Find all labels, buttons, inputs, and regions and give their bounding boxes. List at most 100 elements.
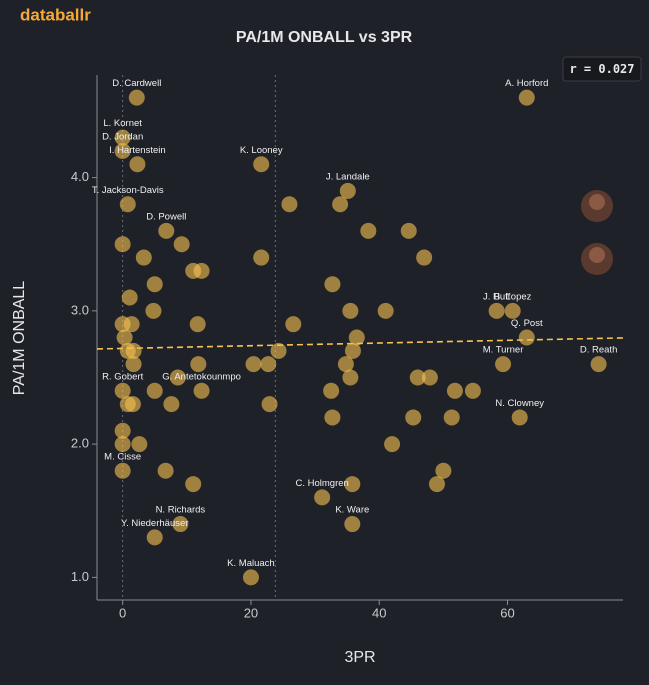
data-point (339, 182, 356, 199)
data-point (409, 369, 426, 386)
point-label: K. Ware (335, 505, 369, 516)
x-tick-label: 40 (372, 605, 386, 620)
data-point (193, 382, 210, 399)
data-point (190, 356, 207, 373)
data-point (173, 236, 190, 253)
data-point (163, 396, 180, 413)
data-point (344, 342, 361, 359)
data-point (169, 369, 186, 386)
point-label: T. Jackson-Davis (92, 185, 164, 196)
data-point (323, 382, 340, 399)
data-point (344, 476, 361, 493)
data-point (128, 89, 145, 106)
data-point (114, 382, 131, 399)
data-point (281, 196, 298, 213)
data-point (324, 409, 341, 426)
data-point (114, 142, 131, 159)
point-label: J. Landale (326, 171, 370, 182)
point-label: J. Huff (483, 291, 511, 302)
y-axis-label: PA/1M ONBALL (11, 281, 28, 396)
player-photo (581, 243, 613, 275)
data-point (146, 382, 163, 399)
y-tick-label: 4.0 (71, 169, 89, 184)
data-point (590, 356, 607, 373)
x-tick-label: 0 (119, 605, 126, 620)
data-point (384, 436, 401, 453)
point-label: Q. Post (511, 318, 543, 329)
data-point (114, 129, 131, 146)
data-point (146, 529, 163, 546)
data-point (129, 156, 146, 173)
point-label: N. Clowney (495, 398, 544, 409)
data-point (332, 196, 349, 213)
point-label: K. Maluach (227, 558, 275, 569)
point-label: A. Horford (505, 78, 548, 89)
point-label: D. Cardwell (112, 78, 161, 89)
data-point (314, 489, 331, 506)
data-point (253, 249, 270, 266)
y-tick-label: 3.0 (71, 302, 89, 317)
data-point (360, 222, 377, 239)
data-point (400, 222, 417, 239)
data-point (158, 222, 175, 239)
y-tick-label: 2.0 (71, 436, 89, 451)
data-point (261, 396, 278, 413)
data-point (428, 476, 445, 493)
data-point (443, 409, 460, 426)
point-label: G. Antetokounmpo (162, 371, 241, 382)
data-point (114, 436, 131, 453)
annotation-box (562, 56, 642, 82)
data-point (416, 249, 433, 266)
data-point (114, 462, 131, 479)
point-label: D. Powell (146, 211, 186, 222)
player-photo (581, 190, 613, 222)
data-point (189, 316, 206, 333)
data-point (337, 356, 354, 373)
data-point (464, 382, 481, 399)
data-point (172, 516, 189, 533)
chart-title: PA/1M ONBALL vs 3PR (236, 29, 413, 46)
data-point (119, 196, 136, 213)
data-point (253, 156, 270, 173)
data-point (124, 396, 141, 413)
data-point (285, 316, 302, 333)
x-tick-label: 60 (500, 605, 514, 620)
data-point (377, 302, 394, 319)
point-label: C. Holmgren (295, 478, 348, 489)
point-label: D. Jordan (102, 131, 143, 142)
point-label: M. Cisse (104, 451, 141, 462)
point-label: L. Kornet (103, 118, 142, 129)
data-point (245, 356, 262, 373)
point-label: Y. Niederhäuser (121, 518, 188, 529)
point-label: M. Turner (483, 345, 524, 356)
brand: databallr (20, 5, 91, 24)
data-point (342, 302, 359, 319)
point-label: N. Richards (156, 505, 206, 516)
annotation: r = 0.027 (569, 62, 634, 76)
data-point (495, 356, 512, 373)
data-point (242, 569, 259, 586)
data-point (135, 249, 152, 266)
x-tick-label: 20 (244, 605, 258, 620)
data-point (342, 369, 359, 386)
data-point (121, 289, 138, 306)
point-label: I. Hartenstein (109, 145, 166, 156)
data-point (157, 462, 174, 479)
data-point (504, 302, 521, 319)
data-point (446, 382, 463, 399)
data-point (116, 329, 133, 346)
point-label: D. Reath (580, 345, 618, 356)
data-point (146, 276, 163, 293)
data-point (511, 409, 528, 426)
point-label: K. Looney (240, 145, 283, 156)
point-label: B. Lopez (494, 291, 532, 302)
data-point (324, 276, 341, 293)
data-point (518, 329, 535, 346)
data-point (518, 89, 535, 106)
data-point (193, 262, 210, 279)
y-tick-label: 1.0 (71, 569, 89, 584)
data-point (421, 369, 438, 386)
data-point (405, 409, 422, 426)
data-point (114, 236, 131, 253)
